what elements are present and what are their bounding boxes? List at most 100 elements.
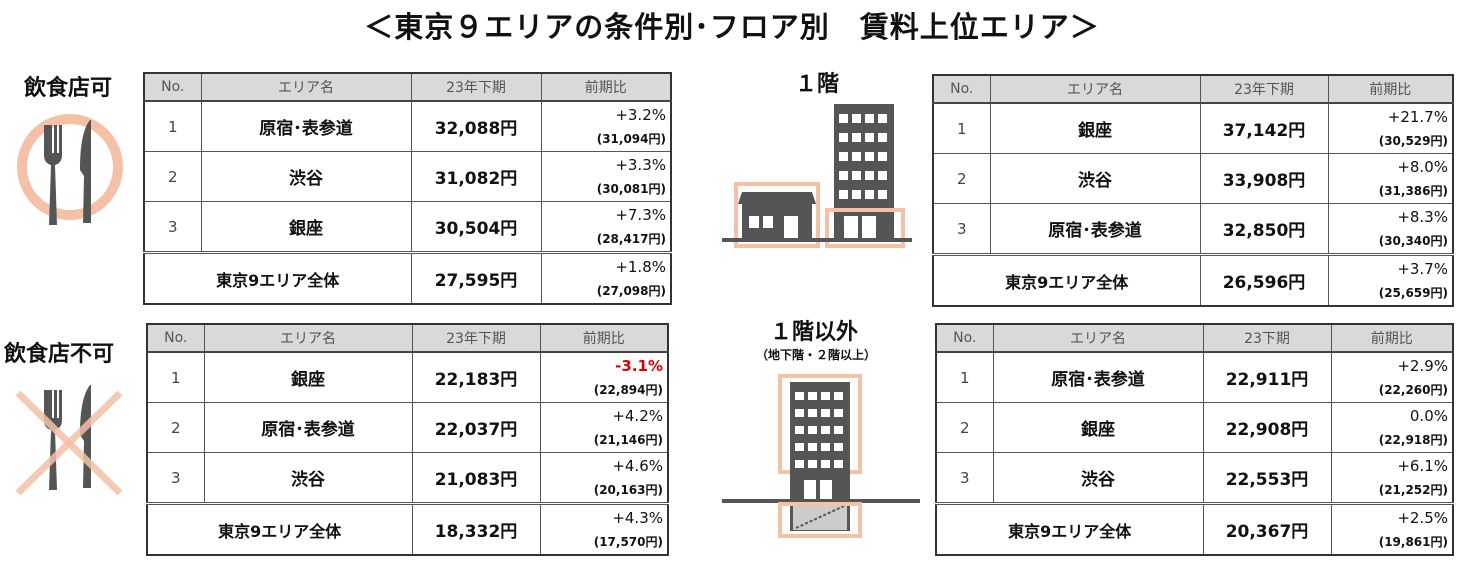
column-header: エリア名 [992, 323, 1204, 353]
change-cell: -3.1% (22,894円) [539, 351, 669, 403]
total-row: 東京9エリア全体 20,367円 +2.5% (19,861円) [935, 502, 1454, 556]
rent-cell: 22,183円 [411, 351, 541, 403]
previous-rent: (31,386円) [1378, 183, 1448, 198]
previous-rent: (17,570円) [593, 534, 663, 549]
rent-cell: 22,911円 [1202, 351, 1332, 403]
label-food-ng: 飲食店不可 [4, 342, 115, 367]
table-row: 1 銀座 37,142円 +21.7% (30,529円) [932, 102, 1454, 154]
previous-rent: (31,094円) [596, 131, 666, 146]
previous-rent: (19,861円) [1378, 534, 1448, 549]
label-floor-other: １階以外 [770, 320, 859, 345]
total-row: 東京9エリア全体 18,332円 +4.3% (17,570円) [146, 502, 669, 556]
rank-cell: 2 [932, 153, 991, 204]
area-cell: 渋谷 [992, 452, 1204, 504]
column-header: 23年下期 [1199, 74, 1329, 104]
total-area-cell: 東京9エリア全体 [146, 502, 413, 556]
column-header: エリア名 [989, 74, 1201, 104]
change-percent: +3.2% [615, 105, 666, 124]
column-header: No. [935, 323, 994, 353]
change-percent: 0.0% [1409, 406, 1448, 425]
rent-cell: 30,504円 [410, 201, 542, 253]
table-row: 2 原宿･表参道 22,037円 +4.2% (21,146円) [146, 402, 669, 453]
change-percent: +2.5% [1397, 508, 1448, 527]
previous-rent: (22,894円) [593, 382, 663, 397]
change-percent: +3.3% [615, 155, 666, 174]
change-cell: +7.3% (28,417円) [540, 201, 672, 253]
total-change-cell: +4.3% (17,570円) [539, 502, 669, 556]
previous-rent: (22,260円) [1378, 382, 1448, 397]
change-percent: +3.7% [1397, 259, 1448, 278]
rank-cell: 1 [146, 351, 205, 403]
area-cell: 原宿･表参道 [989, 203, 1201, 255]
rank-cell: 2 [143, 151, 202, 202]
rent-cell: 37,142円 [1199, 102, 1329, 154]
total-rent-cell: 18,332円 [411, 502, 541, 556]
change-cell: +6.1% (21,252円) [1330, 452, 1454, 504]
total-rent-cell: 26,596円 [1199, 253, 1329, 307]
column-header: No. [932, 74, 991, 104]
column-header: 前期比 [539, 323, 669, 353]
total-area-cell: 東京9エリア全体 [935, 502, 1204, 556]
table-row: 1 銀座 22,183円 -3.1% (22,894円) [146, 351, 669, 403]
area-cell: 渋谷 [203, 452, 413, 504]
previous-rent: (21,252円) [1378, 482, 1448, 497]
rank-cell: 1 [935, 351, 994, 403]
total-area-cell: 東京9エリア全体 [143, 251, 412, 305]
header-row: No. エリア名 23年下期 前期比 [146, 323, 669, 353]
previous-rent: (21,146円) [593, 432, 663, 447]
rank-cell: 3 [146, 452, 205, 504]
previous-rent: (30,340円) [1378, 233, 1448, 248]
rank-cell: 3 [932, 203, 991, 255]
table-row: 3 原宿･表参道 32,850円 +8.3% (30,340円) [932, 203, 1454, 255]
rank-cell: 3 [935, 452, 994, 504]
rent-table-first-floor: No. エリア名 23年下期 前期比 1 銀座 37,142円 +21.7% (30,529円)… [932, 74, 1454, 307]
change-cell: +4.6% (20,163円) [539, 452, 669, 504]
area-cell: 銀座 [989, 102, 1201, 154]
cutlery-plate-icon [17, 114, 123, 225]
change-cell: +21.7% (30,529円) [1327, 102, 1454, 154]
previous-rent: (25,659円) [1378, 285, 1448, 300]
rent-table-other-floor: No. エリア名 23下期 前期比 1 原宿･表参道 22,911円 +2.9% (22,260… [935, 323, 1454, 556]
change-percent: +2.9% [1397, 356, 1448, 375]
page-title: ＜東京９エリアの条件別･フロア別 賃料上位エリア＞ [364, 10, 1100, 44]
change-percent: +6.1% [1397, 456, 1448, 475]
table-row: 3 渋谷 22,553円 +6.1% (21,252円) [935, 452, 1454, 504]
rank-cell: 1 [932, 102, 991, 154]
rent-cell: 21,083円 [411, 452, 541, 504]
no-food-icon [15, 385, 123, 496]
rank-cell: 2 [935, 402, 994, 453]
header-row: No. エリア名 23年下期 前期比 [932, 74, 1454, 104]
column-header: エリア名 [200, 72, 412, 102]
column-header: 23年下期 [411, 323, 541, 353]
column-header: 前期比 [540, 72, 672, 102]
area-cell: 原宿･表参道 [200, 100, 412, 152]
rank-cell: 3 [143, 201, 202, 253]
total-change-cell: +2.5% (19,861円) [1330, 502, 1454, 556]
table-row: 2 銀座 22,908円 0.0% (22,918円) [935, 402, 1454, 453]
change-percent: +7.3% [615, 205, 666, 224]
other-floor-building-icon [722, 374, 920, 538]
rent-cell: 32,088円 [410, 100, 542, 152]
label-floor-other-sub: （地下階・２階以上） [756, 348, 877, 362]
column-header: 23年下期 [410, 72, 542, 102]
total-change-cell: +3.7% (25,659円) [1327, 253, 1454, 307]
total-change-cell: +1.8% (27,098円) [540, 251, 672, 305]
change-cell: +2.9% (22,260円) [1330, 351, 1454, 403]
rent-cell: 22,908円 [1202, 402, 1332, 453]
header-row: No. エリア名 23年下期 前期比 [143, 72, 672, 102]
column-header: No. [146, 323, 205, 353]
total-area-cell: 東京9エリア全体 [932, 253, 1201, 307]
rent-cell: 33,908円 [1199, 153, 1329, 204]
rank-cell: 2 [146, 402, 205, 453]
change-percent: +4.2% [612, 406, 663, 425]
area-cell: 渋谷 [989, 153, 1201, 204]
table-row: 3 渋谷 21,083円 +4.6% (20,163円) [146, 452, 669, 504]
previous-rent: (30,081円) [596, 181, 666, 196]
change-cell: +3.3% (30,081円) [540, 151, 672, 202]
column-header: 23下期 [1202, 323, 1332, 353]
table-row: 3 銀座 30,504円 +7.3% (28,417円) [143, 201, 672, 253]
rent-cell: 22,037円 [411, 402, 541, 453]
area-cell: 銀座 [200, 201, 412, 253]
change-cell: +8.0% (31,386円) [1327, 153, 1454, 204]
label-floor1: １階 [795, 72, 840, 97]
